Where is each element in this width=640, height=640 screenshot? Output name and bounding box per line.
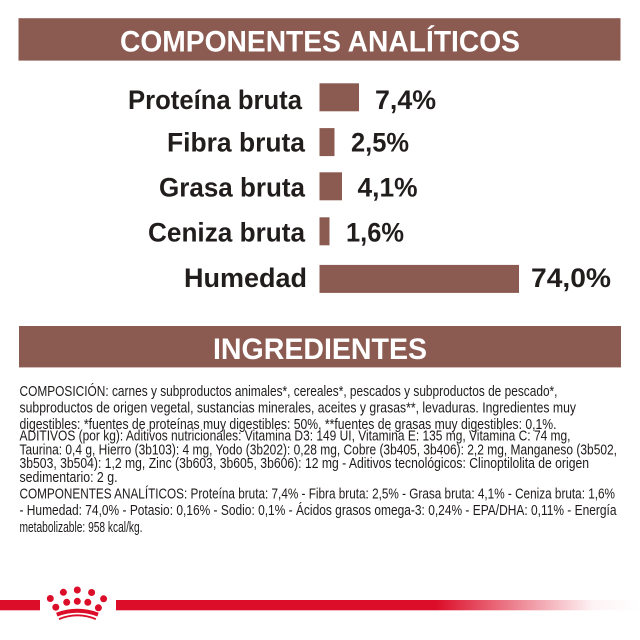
- svg-text:2,5%: 2,5%: [351, 128, 409, 158]
- svg-text:7,4%: 7,4%: [375, 85, 436, 115]
- svg-text:4,1%: 4,1%: [358, 173, 418, 203]
- svg-text:Proteína bruta: Proteína bruta: [128, 85, 303, 115]
- svg-text:Taurina: 0,4 g, Hierro (3b103): Taurina: 0,4 g, Hierro (3b103): 4 mg, Yo…: [20, 443, 618, 459]
- svg-text:Grasa bruta: Grasa bruta: [159, 173, 306, 203]
- svg-text:3b503, 3b504): 1,2 mg, Zinc (3: 3b503, 3b504): 1,2 mg, Zinc (3b603, 3b60…: [20, 456, 590, 472]
- svg-text:Ceniza bruta: Ceniza bruta: [148, 218, 306, 248]
- svg-text:COMPOSICIÓN: carnes y subprodu: COMPOSICIÓN: carnes y subproductos anima…: [20, 383, 558, 400]
- svg-text:Humedad: Humedad: [184, 263, 307, 293]
- svg-text:ADITIVOS (por kg): Aditivos nu: ADITIVOS (por kg): Aditivos nutricionale…: [20, 429, 571, 445]
- svg-text:1,6%: 1,6%: [346, 218, 404, 248]
- svg-text:subproductos de origen vegetal: subproductos de origen vegetal, sustanci…: [20, 401, 577, 417]
- svg-text:COMPONENTES ANALÍTICOS: Proteí: COMPONENTES ANALÍTICOS: Proteína bruta: …: [20, 486, 616, 503]
- svg-text:COMPONENTES ANALÍTICOS: COMPONENTES ANALÍTICOS: [120, 25, 520, 59]
- svg-text:- Humedad: 74,0% - Potasio: 0,: - Humedad: 74,0% - Potasio: 0,16% - Sodi…: [20, 502, 618, 519]
- svg-text:INGREDIENTES: INGREDIENTES: [213, 333, 427, 366]
- svg-text:metabolizable: 958 kcal/kg.: metabolizable: 958 kcal/kg.: [20, 520, 143, 536]
- svg-text:Fibra bruta: Fibra bruta: [167, 128, 306, 158]
- svg-text:sedimentario: 2 g.: sedimentario: 2 g.: [20, 470, 118, 486]
- svg-text:digestibles: *fuentes de prote: digestibles: *fuentes de proteínas muy d…: [20, 417, 557, 433]
- svg-text:74,0%: 74,0%: [531, 263, 611, 293]
